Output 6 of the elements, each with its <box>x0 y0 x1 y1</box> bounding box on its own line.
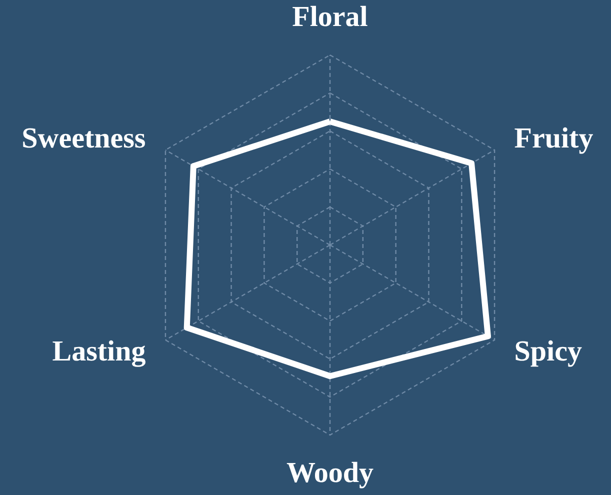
spoke-label: Lasting <box>52 335 146 368</box>
spoke-label: Spicy <box>514 335 582 368</box>
spoke-label: Sweetness <box>22 122 146 155</box>
spoke-label: Floral <box>292 1 368 33</box>
spoke-label: Woody <box>286 457 374 489</box>
spoke-label: Fruity <box>514 122 594 155</box>
